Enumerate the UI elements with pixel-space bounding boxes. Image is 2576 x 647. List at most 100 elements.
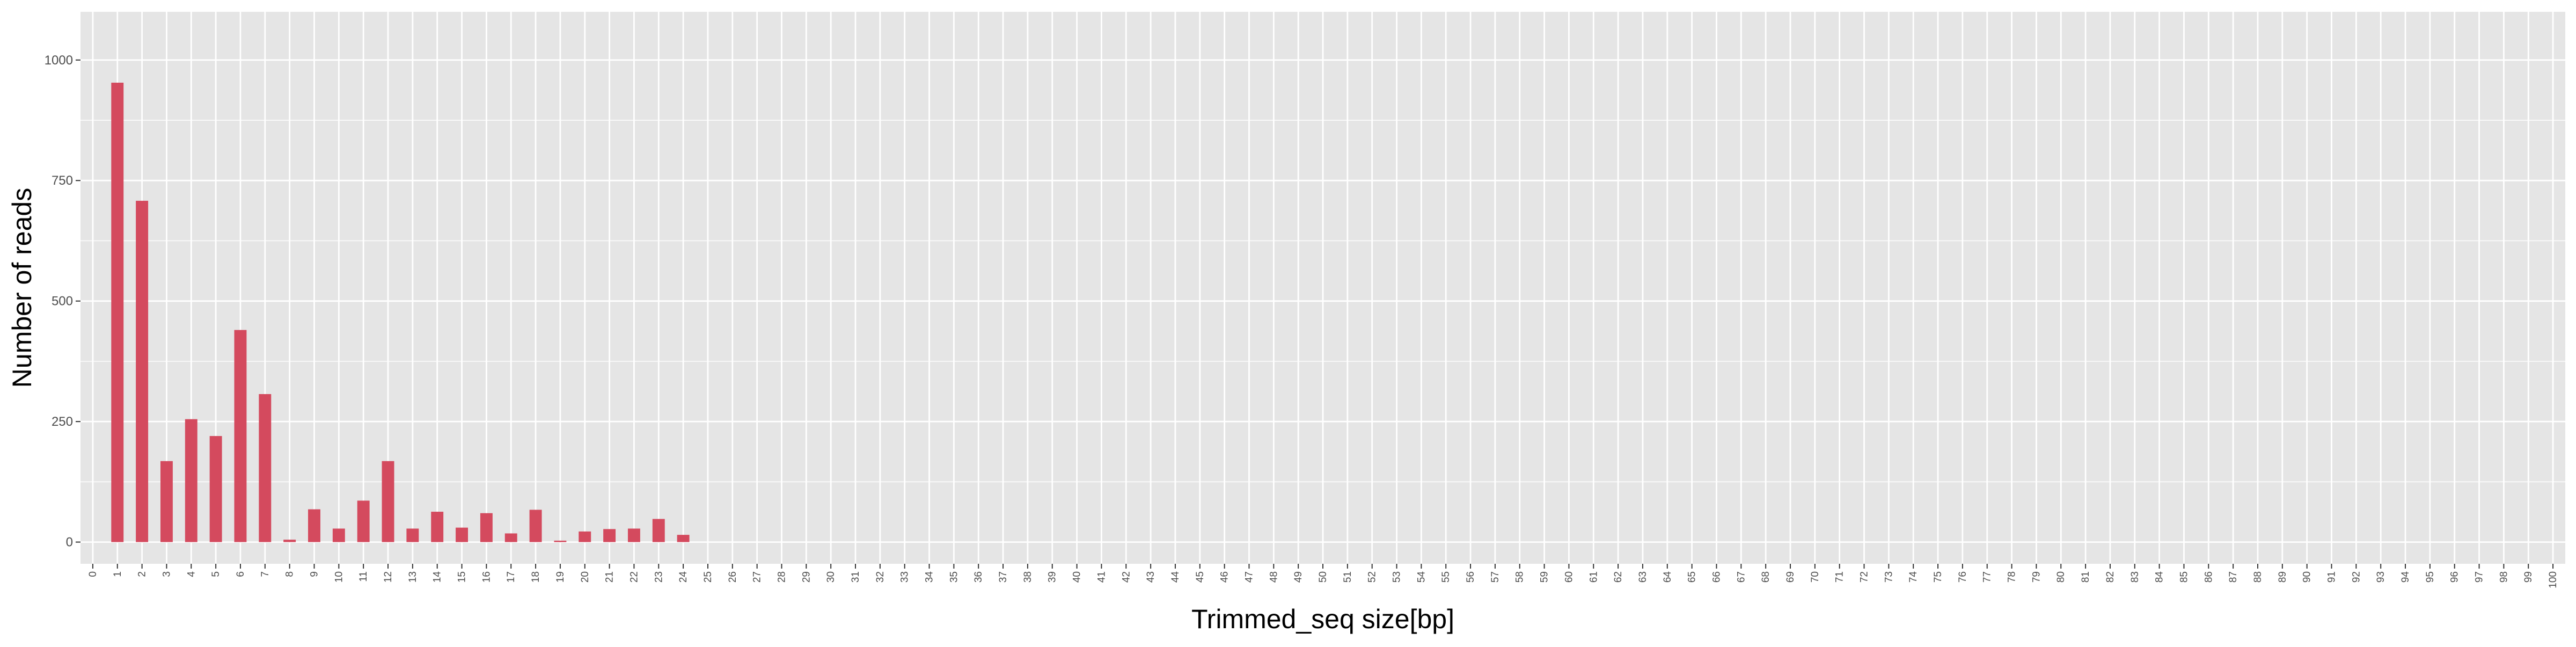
x-tick-label: 99 [2523, 571, 2534, 583]
x-tick-label: 39 [1047, 571, 1058, 583]
x-tick-label: 38 [1022, 571, 1034, 583]
bar [480, 513, 493, 542]
x-tick-label: 43 [1145, 571, 1157, 583]
x-tick-label: 57 [1490, 571, 1501, 583]
x-tick-label: 74 [1908, 571, 1919, 583]
bar [259, 394, 272, 542]
bar [504, 533, 517, 542]
x-tick-label: 96 [2449, 571, 2461, 583]
x-tick-label: 56 [1465, 571, 1476, 583]
x-tick-label: 22 [628, 571, 640, 583]
x-tick-label: 53 [1392, 571, 1403, 583]
x-tick-label: 61 [1588, 571, 1599, 583]
x-tick-label: 1 [112, 571, 123, 577]
x-tick-label: 64 [1662, 571, 1673, 583]
x-tick-label: 28 [776, 571, 787, 583]
x-tick-label: 7 [260, 571, 271, 577]
x-tick-label: 34 [924, 571, 935, 583]
bar [627, 528, 640, 542]
bar [234, 330, 247, 542]
bar [308, 509, 320, 542]
x-tick-label: 90 [2302, 571, 2313, 583]
x-tick-label: 95 [2425, 571, 2436, 583]
x-tick-label: 55 [1440, 571, 1452, 583]
y-tick-label: 0 [66, 535, 73, 550]
x-tick-label: 20 [580, 571, 591, 583]
x-tick-label: 92 [2351, 571, 2362, 583]
x-tick-label: 25 [702, 571, 714, 583]
x-tick-label: 27 [752, 571, 763, 583]
bar [283, 540, 296, 542]
x-tick-label: 37 [998, 571, 1009, 583]
x-tick-label: 0 [87, 571, 99, 577]
x-tick-label: 18 [530, 571, 541, 583]
x-tick-label: 63 [1637, 571, 1649, 583]
x-tick-label: 9 [309, 571, 320, 577]
x-tick-label: 13 [407, 571, 419, 583]
x-tick-label: 51 [1342, 571, 1353, 583]
x-tick-label: 93 [2375, 571, 2387, 583]
y-tick-label: 250 [52, 415, 73, 429]
x-tick-label: 16 [481, 571, 492, 583]
x-tick-label: 19 [555, 571, 566, 583]
x-tick-label: 46 [1219, 571, 1231, 583]
x-tick-label: 71 [1834, 571, 1846, 583]
bar [406, 528, 419, 542]
x-tick-label: 48 [1268, 571, 1279, 583]
x-tick-label: 40 [1072, 571, 1083, 583]
x-tick-label: 72 [1859, 571, 1870, 583]
x-tick-label: 89 [2277, 571, 2288, 583]
x-tick-label: 8 [284, 571, 296, 577]
x-tick-label: 30 [825, 571, 837, 583]
y-tick-label: 750 [52, 173, 73, 188]
bar [209, 436, 222, 542]
x-tick-label: 15 [457, 571, 468, 583]
x-tick-label: 82 [2105, 571, 2116, 583]
x-tick-label: 62 [1613, 571, 1624, 583]
x-tick-label: 24 [678, 571, 689, 583]
x-tick-label: 14 [432, 571, 443, 583]
x-tick-label: 79 [2031, 571, 2042, 583]
x-tick-label: 23 [653, 571, 664, 583]
x-tick-label: 2 [137, 571, 148, 577]
x-tick-label: 47 [1243, 571, 1255, 583]
x-tick-label: 59 [1539, 571, 1550, 583]
bar [677, 535, 690, 542]
x-tick-label: 97 [2474, 571, 2485, 583]
x-tick-label: 75 [1933, 571, 1944, 583]
x-tick-label: 60 [1563, 571, 1575, 583]
y-axis-ticks: 0 250 500 750 1000 [45, 53, 80, 550]
bar [456, 527, 469, 542]
bar [111, 82, 124, 542]
x-tick-label: 50 [1318, 571, 1329, 583]
x-tick-label: 70 [1810, 571, 1821, 583]
x-axis-ticks: 0 1 2 3 4 5 6 7 8 9 10 11 12 13 14 15 16 17 18 19 20 21 22 23 24… [87, 564, 2559, 588]
y-axis-title: Number of reads [7, 188, 37, 388]
y-tick-label: 500 [52, 294, 73, 309]
x-tick-label: 10 [333, 571, 345, 583]
x-tick-label: 100 [2548, 571, 2559, 588]
x-tick-label: 52 [1367, 571, 1378, 583]
x-tick-label: 58 [1514, 571, 1526, 583]
bar [332, 528, 345, 542]
x-tick-label: 45 [1195, 571, 1206, 583]
x-tick-label: 31 [850, 571, 861, 583]
x-tick-label: 35 [948, 571, 960, 583]
x-tick-label: 12 [383, 571, 394, 583]
x-tick-label: 42 [1121, 571, 1132, 583]
x-tick-label: 81 [2080, 571, 2091, 583]
y-tick-label: 1000 [45, 53, 73, 68]
x-tick-label: 73 [1883, 571, 1894, 583]
x-tick-label: 65 [1687, 571, 1698, 583]
x-tick-label: 76 [1957, 571, 1968, 583]
x-tick-label: 21 [604, 571, 616, 583]
bars [111, 82, 690, 542]
x-tick-label: 54 [1416, 571, 1427, 583]
x-tick-label: 29 [801, 571, 812, 583]
x-tick-label: 26 [727, 571, 738, 583]
x-tick-label: 3 [161, 571, 172, 577]
bar [529, 510, 542, 542]
x-tick-label: 4 [186, 571, 197, 577]
bar [652, 519, 665, 542]
